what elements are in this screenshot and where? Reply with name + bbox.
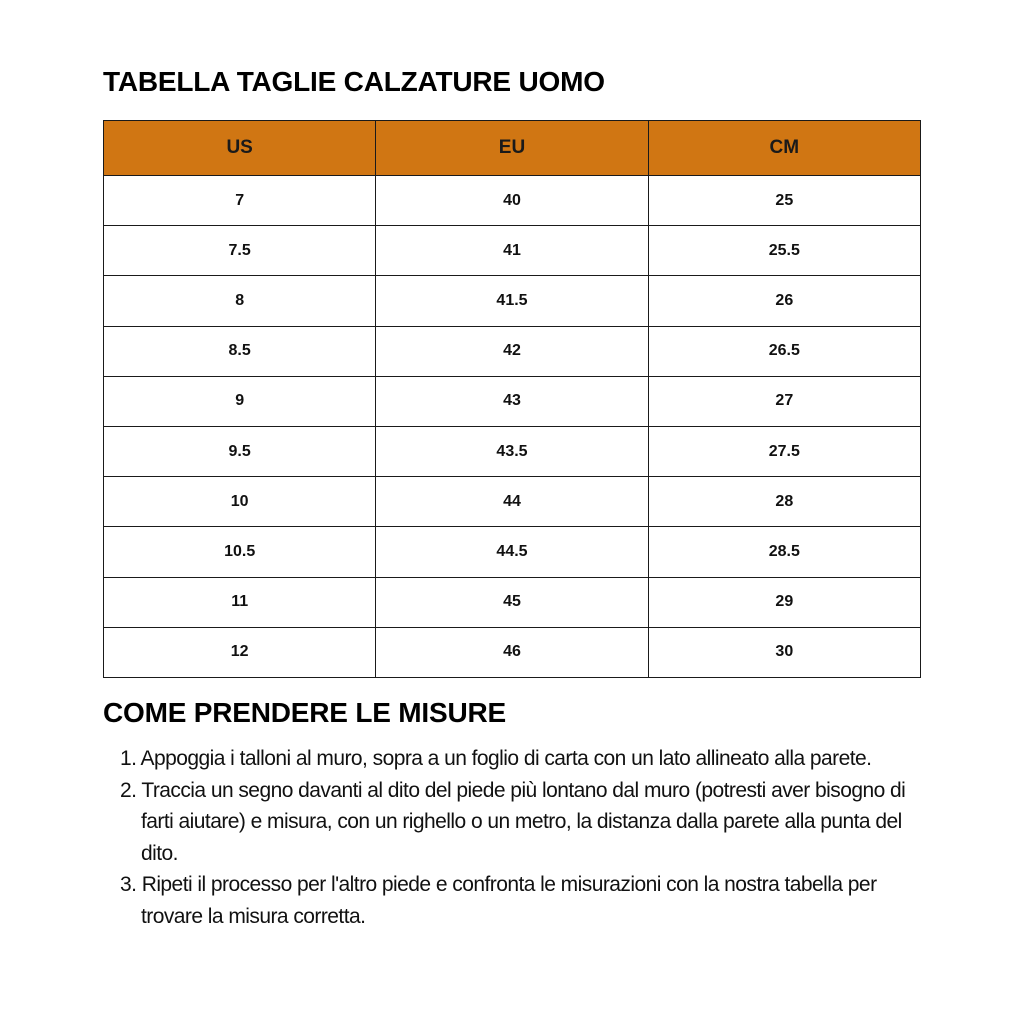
cell-cm: 29 <box>647 576 922 628</box>
cell-eu: 41 <box>375 225 649 277</box>
cell-us: 7.5 <box>102 225 377 277</box>
table-row: 10 44 28 <box>102 476 922 528</box>
cell-eu: 41.5 <box>375 275 649 327</box>
cell-cm: 26 <box>647 275 922 327</box>
instructions-title: COME PRENDERE LE MISURE <box>103 697 506 728</box>
column-header-us: US <box>102 120 377 176</box>
cell-us: 12 <box>102 626 377 678</box>
instructions-list: 1. Appoggia i talloni al muro, sopra a u… <box>118 743 928 933</box>
cell-us: 7 <box>102 174 377 227</box>
cell-cm: 26.5 <box>647 325 922 377</box>
cell-us: 8 <box>102 275 377 327</box>
table-header-row: US EU CM <box>102 120 922 176</box>
cell-eu: 44.5 <box>375 526 649 578</box>
table-row: 11 45 29 <box>102 576 922 628</box>
table-row: 8.5 42 26.5 <box>102 325 922 377</box>
cell-us: 11 <box>102 576 377 628</box>
cell-cm: 25 <box>647 174 922 227</box>
table-row: 9.5 43.5 27.5 <box>102 425 922 478</box>
list-item: 1. Appoggia i talloni al muro, sopra a u… <box>120 747 872 770</box>
size-table: US EU CM 7 40 25 7.5 41 25.5 8 41.5 26 8.5 42 26.5 9… <box>102 120 922 678</box>
cell-eu: 40 <box>375 174 649 227</box>
cell-eu: 42 <box>375 325 649 377</box>
table-row: 10.5 44.5 28.5 <box>102 526 922 578</box>
cell-eu: 44 <box>375 476 649 528</box>
cell-us: 9 <box>102 375 377 427</box>
cell-us: 10 <box>102 476 377 528</box>
list-item: 2. Traccia un segno davanti al dito del … <box>120 778 906 865</box>
cell-eu: 43 <box>375 375 649 427</box>
cell-us: 9.5 <box>102 425 377 478</box>
cell-us: 8.5 <box>102 325 377 377</box>
table-row: 9 43 27 <box>102 375 922 427</box>
table-row: 12 46 30 <box>102 626 922 678</box>
column-header-eu: EU <box>375 120 649 176</box>
cell-eu: 46 <box>375 626 649 678</box>
table-row: 7.5 41 25.5 <box>102 225 922 277</box>
cell-cm: 27 <box>647 375 922 427</box>
cell-eu: 43.5 <box>375 425 649 478</box>
cell-cm: 28.5 <box>647 526 922 578</box>
cell-cm: 27.5 <box>647 425 922 478</box>
table-row: 8 41.5 26 <box>102 275 922 327</box>
cell-eu: 45 <box>375 576 649 628</box>
table-row: 7 40 25 <box>102 174 922 227</box>
cell-us: 10.5 <box>102 526 377 578</box>
cell-cm: 25.5 <box>647 225 922 277</box>
list-item: 3. Ripeti il processo per l'altro piede … <box>120 873 877 928</box>
column-header-cm: CM <box>647 120 922 176</box>
cell-cm: 28 <box>647 476 922 528</box>
page-title: TABELLA TAGLIE CALZATURE UOMO <box>103 66 605 97</box>
cell-cm: 30 <box>647 626 922 678</box>
